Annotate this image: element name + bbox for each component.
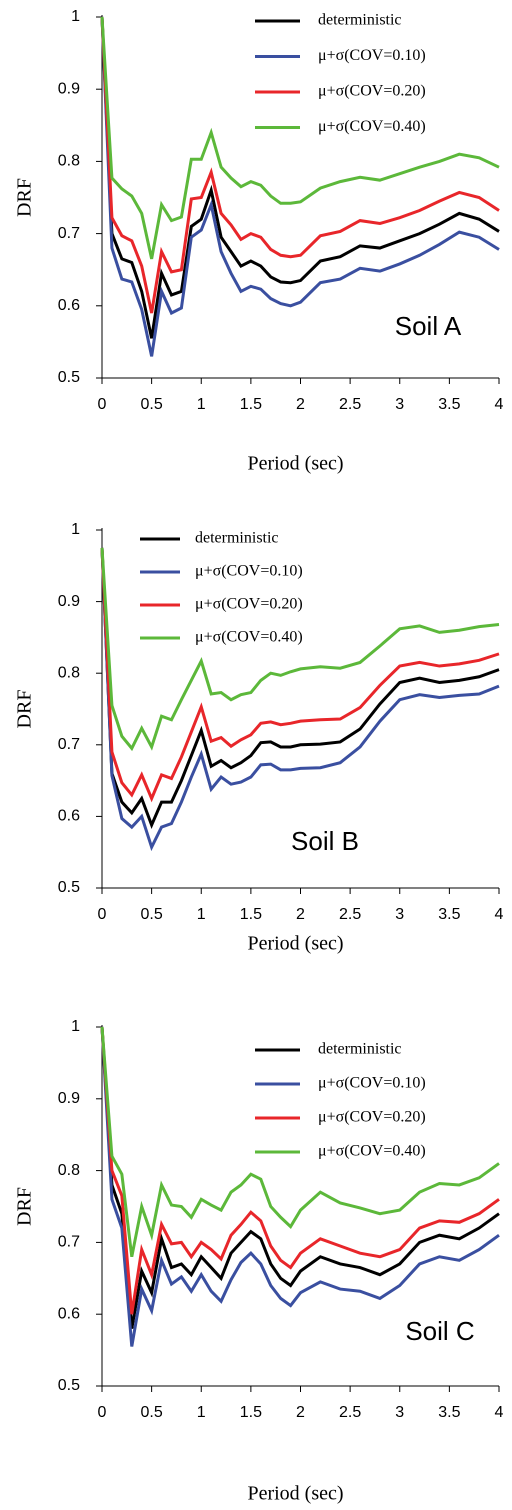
legend-label: deterministic xyxy=(318,1041,402,1058)
x-tick-label: 2 xyxy=(296,396,305,413)
y-tick-label: 0.8 xyxy=(58,1162,80,1179)
series-line xyxy=(100,16,500,357)
y-tick-label: 0.7 xyxy=(58,225,80,242)
x-tick-label: 0.5 xyxy=(141,906,163,923)
legend-label: μ+σ(COV=0.10) xyxy=(195,563,303,580)
x-tick-label: 4 xyxy=(495,396,504,413)
x-tick-label: 0 xyxy=(98,1404,107,1421)
chart-panel: 0.5 0.6 0.7 0.8 0.9 1 0 0.5 1 1.5 2 2.5 3 3.5 4 DRF Peri… xyxy=(14,521,504,954)
series-line xyxy=(100,1026,500,1329)
x-tick-label: 3 xyxy=(395,906,404,923)
chart-panel: 0.5 0.6 0.7 0.8 0.9 1 0 0.5 1 1.5 2 2.5 3 3.5 4 DRF Peri… xyxy=(14,1018,504,1504)
legend-label: μ+σ(COV=0.20) xyxy=(318,83,426,100)
series-line xyxy=(100,16,500,260)
y-tick-label: 0.6 xyxy=(58,297,80,314)
x-tick-label: 1.5 xyxy=(240,906,262,923)
series-line xyxy=(100,547,500,852)
x-tick-label: 1 xyxy=(197,906,206,923)
chart-panel: 0.5 0.6 0.7 0.8 0.9 1 0 0.5 1 1.5 2 2.5 3 3.5 4 DRF Peri… xyxy=(14,8,504,474)
x-tick-label: 1.5 xyxy=(240,396,262,413)
x-tick-label: 2.5 xyxy=(339,396,361,413)
x-tick-label: 0 xyxy=(98,906,107,923)
legend-label: μ+σ(COV=0.20) xyxy=(195,596,303,613)
y-tick-label: 0.6 xyxy=(58,808,80,825)
x-axis-label: Period (sec) xyxy=(247,453,343,475)
annotation: Soil B xyxy=(291,826,359,856)
y-tick-label: 0.9 xyxy=(58,80,80,97)
x-tick-label: 3.5 xyxy=(438,1404,460,1421)
legend-label: μ+σ(COV=0.20) xyxy=(318,1109,426,1126)
y-tick-label: 0.9 xyxy=(58,1090,80,1107)
legend-label: μ+σ(COV=0.10) xyxy=(318,1075,426,1092)
x-tick-label: 2.5 xyxy=(339,1404,361,1421)
y-tick-label: 1 xyxy=(71,521,80,538)
series-line xyxy=(100,1026,500,1258)
x-tick-label: 2 xyxy=(296,906,305,923)
series-line xyxy=(100,547,500,829)
series-line xyxy=(100,16,500,339)
series-line xyxy=(100,547,500,803)
x-tick-label: 0.5 xyxy=(141,396,163,413)
x-tick-label: 3.5 xyxy=(438,396,460,413)
series-line xyxy=(100,547,500,752)
annotation: Soil C xyxy=(405,1316,474,1346)
legend-label: deterministic xyxy=(318,12,402,29)
x-tick-label: 0 xyxy=(98,396,107,413)
x-tick-label: 4 xyxy=(495,906,504,923)
y-axis-label: DRF xyxy=(14,690,36,729)
y-tick-label: 0.8 xyxy=(58,153,80,170)
x-tick-label: 4 xyxy=(495,1404,504,1421)
y-tick-label: 1 xyxy=(71,8,80,25)
x-tick-label: 1.5 xyxy=(240,1404,262,1421)
x-tick-label: 1 xyxy=(197,1404,206,1421)
x-tick-label: 2.5 xyxy=(339,906,361,923)
y-tick-label: 1 xyxy=(71,1018,80,1035)
legend-label: deterministic xyxy=(195,530,279,547)
series-line xyxy=(100,1026,500,1315)
y-tick-label: 0.5 xyxy=(58,1377,80,1394)
x-tick-label: 0.5 xyxy=(141,1404,163,1421)
x-tick-label: 2 xyxy=(296,1404,305,1421)
y-tick-label: 0.5 xyxy=(58,369,80,386)
y-tick-label: 0.9 xyxy=(58,593,80,610)
legend-label: μ+σ(COV=0.40) xyxy=(318,118,426,135)
legend-label: μ+σ(COV=0.10) xyxy=(318,47,426,64)
y-tick-label: 0.6 xyxy=(58,1305,80,1322)
y-tick-label: 0.5 xyxy=(58,879,80,896)
legend-label: μ+σ(COV=0.40) xyxy=(195,629,303,646)
legend-label: μ+σ(COV=0.40) xyxy=(318,1143,426,1160)
y-axis-label: DRF xyxy=(14,178,36,217)
x-axis-label: Period (sec) xyxy=(247,1483,343,1505)
x-axis-label: Period (sec) xyxy=(247,933,343,955)
annotation: Soil A xyxy=(395,311,462,341)
x-tick-label: 3.5 xyxy=(438,906,460,923)
y-tick-label: 0.7 xyxy=(58,1234,80,1251)
x-tick-label: 3 xyxy=(395,1404,404,1421)
y-axis-label: DRF xyxy=(14,1187,36,1226)
x-tick-label: 3 xyxy=(395,396,404,413)
series-line xyxy=(100,1026,500,1347)
series-line xyxy=(100,16,500,314)
y-tick-label: 0.7 xyxy=(58,736,80,753)
x-tick-label: 1 xyxy=(197,396,206,413)
y-tick-label: 0.8 xyxy=(58,664,80,681)
